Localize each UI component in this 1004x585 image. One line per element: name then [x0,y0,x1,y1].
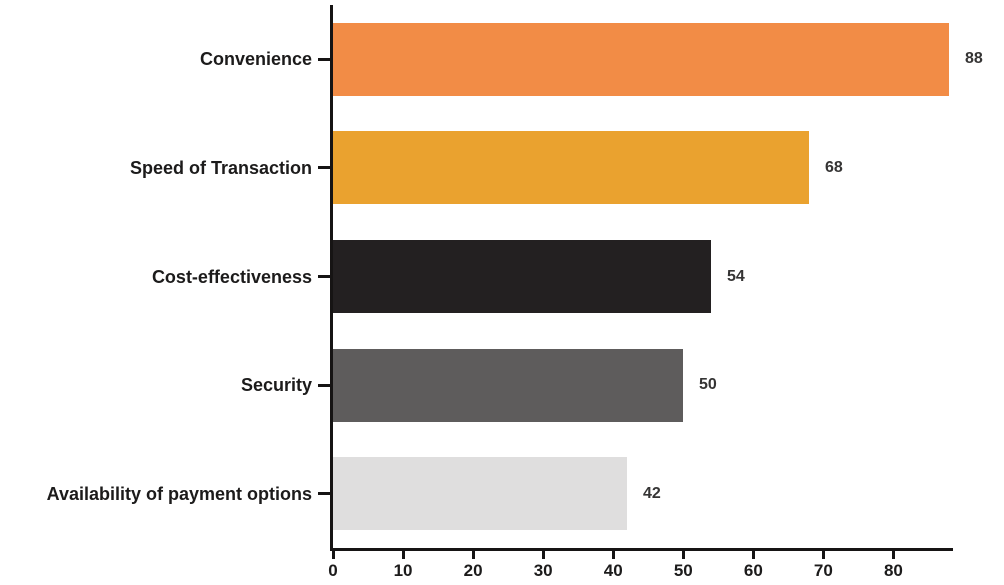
y-axis [330,5,333,551]
x-tick-mark [681,551,685,559]
y-tick-mark [318,166,330,170]
y-tick-mark [318,57,330,61]
x-tick-label: 20 [463,561,483,580]
y-tick-mark [318,492,330,496]
x-tick-label: 30 [533,561,553,580]
bar-security [333,348,683,422]
value-label: 88 [965,50,983,68]
category-label: Convenience [199,49,312,70]
bar-cost-effectiveness [333,240,711,313]
x-tick-mark [541,551,545,559]
x-tick-mark [751,551,755,559]
y-tick-mark [318,275,330,278]
x-tick-label: 70 [813,561,833,580]
y-tick-mark [318,383,330,387]
x-tick-label: 10 [393,561,413,580]
bar-speed-of-transaction [333,131,809,205]
x-tick-mark [821,551,825,559]
x-tick-label: 40 [603,561,623,580]
x-tick-mark [331,551,335,559]
bar-convenience [333,22,949,96]
x-tick-label: 80 [883,561,903,580]
x-tick-mark [471,551,475,559]
value-label: 68 [825,158,843,176]
value-label: 42 [643,484,661,502]
bar-availability-of-payment-options [333,457,627,531]
x-tick-label: 50 [673,561,693,580]
x-axis [330,548,953,551]
value-label: 50 [699,376,717,394]
x-tick-label: 60 [743,561,763,580]
category-label: Cost-effectiveness [151,266,312,287]
value-label: 54 [727,267,745,285]
category-label: Availability of payment options [46,483,312,504]
x-tick-mark [611,551,615,559]
x-tick-mark [891,551,895,559]
x-tick-mark [401,551,405,559]
category-label: Speed of Transaction [129,157,312,178]
x-tick-label: 0 [328,561,338,580]
category-label: Security [240,375,312,396]
